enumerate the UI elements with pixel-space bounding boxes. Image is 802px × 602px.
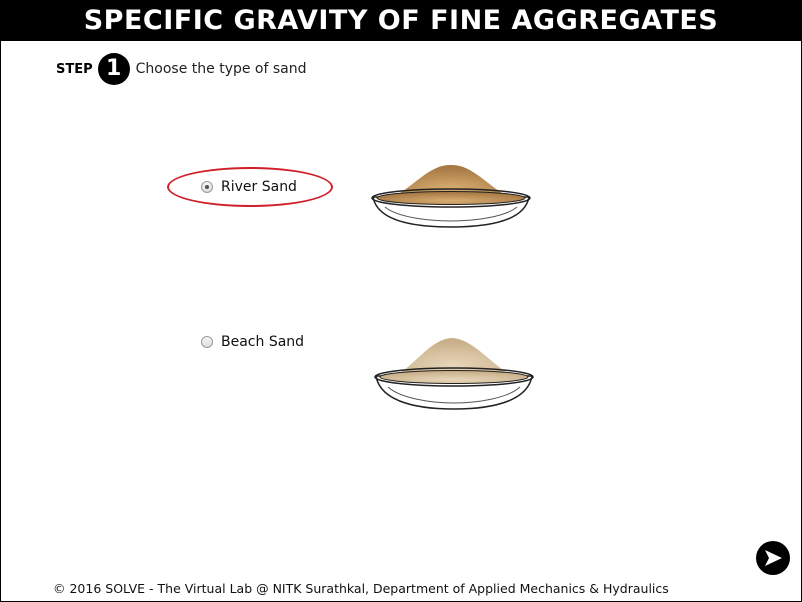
river-sand-option[interactable]: River Sand <box>201 179 297 195</box>
beach-sand-radio[interactable] <box>201 336 213 348</box>
footer-copyright: © 2016 SOLVE - The Virtual Lab @ NITK Su… <box>53 581 669 596</box>
page-title: SPECIFIC GRAVITY OF FINE AGGREGATES <box>1 1 801 41</box>
next-button[interactable] <box>756 541 790 575</box>
river-sand-label[interactable]: River Sand <box>221 179 297 195</box>
river-sand-pile <box>389 164 513 199</box>
river-sand-bowl-image <box>371 164 531 228</box>
step-text: Choose the type of sand <box>135 61 307 77</box>
step-label: STEP <box>56 61 93 77</box>
selection-highlight-ellipse <box>167 167 333 207</box>
beach-sand-label[interactable]: Beach Sand <box>221 334 305 350</box>
river-sand-radio[interactable] <box>201 181 213 193</box>
step-instruction: STEP 1 Choose the type of sand <box>56 53 307 85</box>
step-number-badge: 1 <box>97 53 130 85</box>
beach-sand-option[interactable]: Beach Sand <box>201 334 304 350</box>
beach-sand-bowl-image <box>374 338 534 410</box>
arrow-right-circle-icon[interactable] <box>756 541 790 575</box>
